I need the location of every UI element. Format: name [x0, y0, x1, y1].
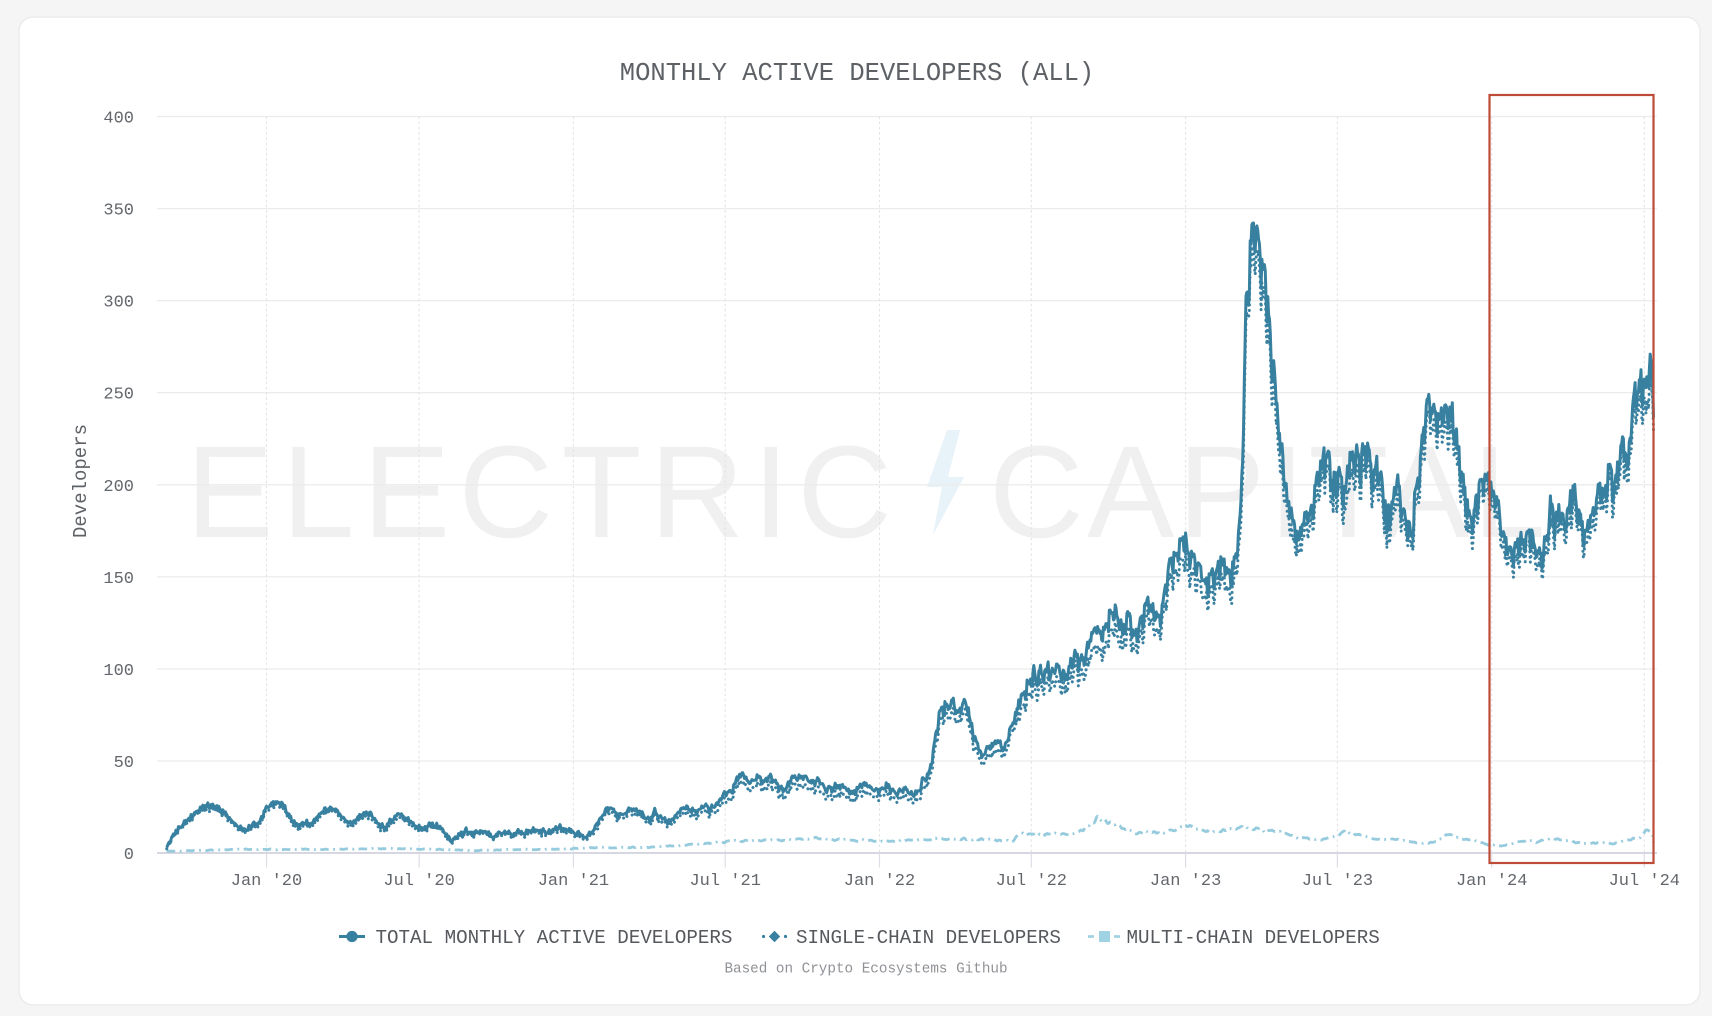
svg-text:Based on Crypto Ecosystems Git: Based on Crypto Ecosystems Github	[724, 962, 1007, 978]
svg-text:150: 150	[103, 570, 134, 589]
svg-text:MONTHLY ACTIVE DEVELOPERS (ALL: MONTHLY ACTIVE DEVELOPERS (ALL)	[620, 59, 1094, 88]
svg-text:50: 50	[114, 754, 134, 773]
svg-text:Jul '23: Jul '23	[1302, 872, 1373, 891]
svg-text:400: 400	[103, 110, 134, 129]
svg-text:300: 300	[103, 294, 134, 313]
svg-text:Jan '23: Jan '23	[1150, 872, 1221, 891]
svg-text:TOTAL MONTHLY ACTIVE DEVELOPER: TOTAL MONTHLY ACTIVE DEVELOPERS	[376, 927, 733, 949]
svg-text:Jan '21: Jan '21	[538, 872, 609, 891]
svg-text:Developers: Developers	[70, 424, 92, 538]
svg-text:250: 250	[103, 386, 134, 405]
svg-text:Jan '22: Jan '22	[844, 872, 915, 891]
svg-text:Jan '20: Jan '20	[231, 872, 302, 891]
svg-text:Jul '20: Jul '20	[383, 872, 454, 891]
svg-text:0: 0	[124, 846, 134, 865]
svg-text:SINGLE-CHAIN DEVELOPERS: SINGLE-CHAIN DEVELOPERS	[796, 927, 1061, 949]
svg-text:Jan '24: Jan '24	[1456, 872, 1527, 891]
svg-text:Jul '24: Jul '24	[1609, 872, 1680, 891]
svg-text:Jul '22: Jul '22	[996, 872, 1067, 891]
svg-text:ELECTRIC: ELECTRIC	[186, 418, 900, 565]
svg-text:Jul '21: Jul '21	[689, 872, 760, 891]
svg-text:200: 200	[103, 478, 134, 497]
svg-text:MULTI-CHAIN DEVELOPERS: MULTI-CHAIN DEVELOPERS	[1127, 927, 1380, 949]
svg-text:100: 100	[103, 662, 134, 681]
svg-text:350: 350	[103, 202, 134, 221]
